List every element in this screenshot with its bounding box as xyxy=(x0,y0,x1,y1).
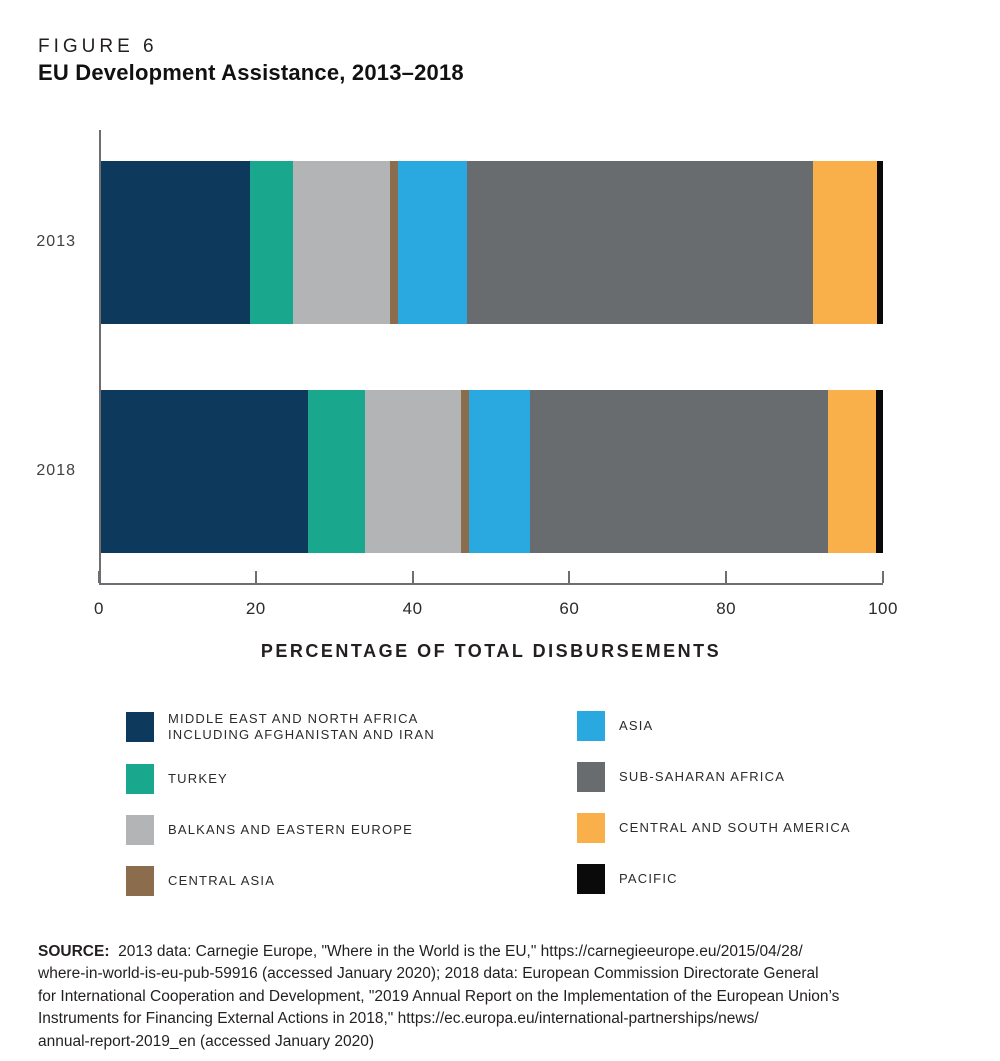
source-line: for International Cooperation and Develo… xyxy=(38,987,840,1005)
legend-swatch xyxy=(577,813,605,843)
legend-label: MIDDLE EAST AND NORTH AFRICA INCLUDING AF… xyxy=(168,711,435,742)
x-tick-label: 100 xyxy=(868,599,898,618)
x-tick-label: 0 xyxy=(94,599,104,618)
bar-segment xyxy=(876,161,883,324)
bar-segment xyxy=(461,390,470,553)
figure-title: EU Development Assistance, 2013–2018 xyxy=(38,60,464,85)
chart-plot-area xyxy=(98,130,884,585)
x-axis-tick xyxy=(725,571,728,583)
bar-segment xyxy=(101,161,250,324)
x-axis-title: PERCENTAGE OF TOTAL DISBURSEMENTS xyxy=(260,641,722,661)
legend-item: SUB-SAHARAN AFRICA xyxy=(577,762,977,792)
legend-swatch xyxy=(577,762,605,792)
x-tick-label: 80 xyxy=(716,599,737,618)
bar-segment xyxy=(812,161,877,324)
legend-label: CENTRAL ASIA xyxy=(168,873,276,888)
legend-swatch xyxy=(577,864,605,894)
x-axis-tick xyxy=(568,571,571,583)
legend-item: PACIFIC xyxy=(577,864,977,894)
legend-label: BALKANS AND EASTERN EUROPE xyxy=(168,822,414,837)
source-line-text: 2013 data: Carnegie Europe, "Where in th… xyxy=(118,942,803,960)
x-axis-tick xyxy=(882,571,884,583)
bar-segment xyxy=(249,161,294,324)
legend-item: ASIA xyxy=(577,711,977,741)
bar-segment xyxy=(101,390,309,553)
legend-item: CENTRAL AND SOUTH AMERICA xyxy=(577,813,977,843)
x-axis-tick xyxy=(254,571,257,583)
source-line: annual-report-2019_en (accessed January … xyxy=(38,1032,375,1050)
stacked-bar-2013 xyxy=(101,161,883,324)
legend-column-right: ASIA SUB-SAHARAN AFRICA CENTRAL AND SOUTH … xyxy=(577,711,977,915)
source-line: SOURCE: 2013 data: Carnegie Europe, "Whe… xyxy=(38,943,803,960)
x-tick-label: 60 xyxy=(559,599,580,618)
legend-item: CENTRAL ASIA xyxy=(126,866,556,896)
figure-label: FIGURE 6 xyxy=(38,36,158,57)
source-note: SOURCE: 2013 data: Carnegie Europe, "Whe… xyxy=(38,941,973,1054)
x-tick-label: 20 xyxy=(245,599,266,618)
bar-segment xyxy=(389,161,399,324)
bar-segment xyxy=(828,390,876,553)
legend-label: TURKEY xyxy=(168,771,228,786)
stacked-bar-2018 xyxy=(101,390,883,553)
legend-swatch xyxy=(126,866,154,896)
legend-swatch xyxy=(126,712,154,742)
y-category-label-2013: 2013 xyxy=(36,233,76,250)
bar-segment xyxy=(398,161,467,324)
legend-item: MIDDLE EAST AND NORTH AFRICA INCLUDING AF… xyxy=(126,711,556,743)
source-line: where-in-world-is-eu-pub-59916 (accessed… xyxy=(38,965,819,982)
legend-swatch xyxy=(126,764,154,794)
bar-segment xyxy=(530,390,829,553)
source-line: Instruments for Financing External Actio… xyxy=(38,1010,759,1027)
bar-segment xyxy=(466,161,813,324)
bar-segment xyxy=(365,390,462,553)
x-axis-line xyxy=(99,583,883,585)
y-axis-line xyxy=(99,130,101,585)
legend-item: BALKANS AND EASTERN EUROPE xyxy=(126,815,556,845)
legend-label: SUB-SAHARAN AFRICA xyxy=(619,769,786,784)
x-tick-labels: 0 20 40 60 80 100 xyxy=(94,599,897,621)
x-axis-tick xyxy=(98,571,100,583)
x-tick-label: 40 xyxy=(402,599,423,618)
legend-item: TURKEY xyxy=(126,764,556,794)
bar-segment xyxy=(875,390,883,553)
bar-segment xyxy=(469,390,531,553)
x-axis-tick xyxy=(411,571,414,583)
legend-label: ASIA xyxy=(619,718,654,733)
legend-swatch xyxy=(126,815,154,845)
legend-swatch xyxy=(577,711,605,741)
y-category-label-2018: 2018 xyxy=(36,462,76,479)
source-prefix: SOURCE: xyxy=(38,942,110,960)
bar-segment xyxy=(308,390,366,553)
bar-segment xyxy=(293,161,390,324)
legend-column-left: MIDDLE EAST AND NORTH AFRICA INCLUDING AF… xyxy=(126,711,556,917)
legend-label: CENTRAL AND SOUTH AMERICA xyxy=(619,820,851,835)
legend-label: PACIFIC xyxy=(619,871,678,886)
